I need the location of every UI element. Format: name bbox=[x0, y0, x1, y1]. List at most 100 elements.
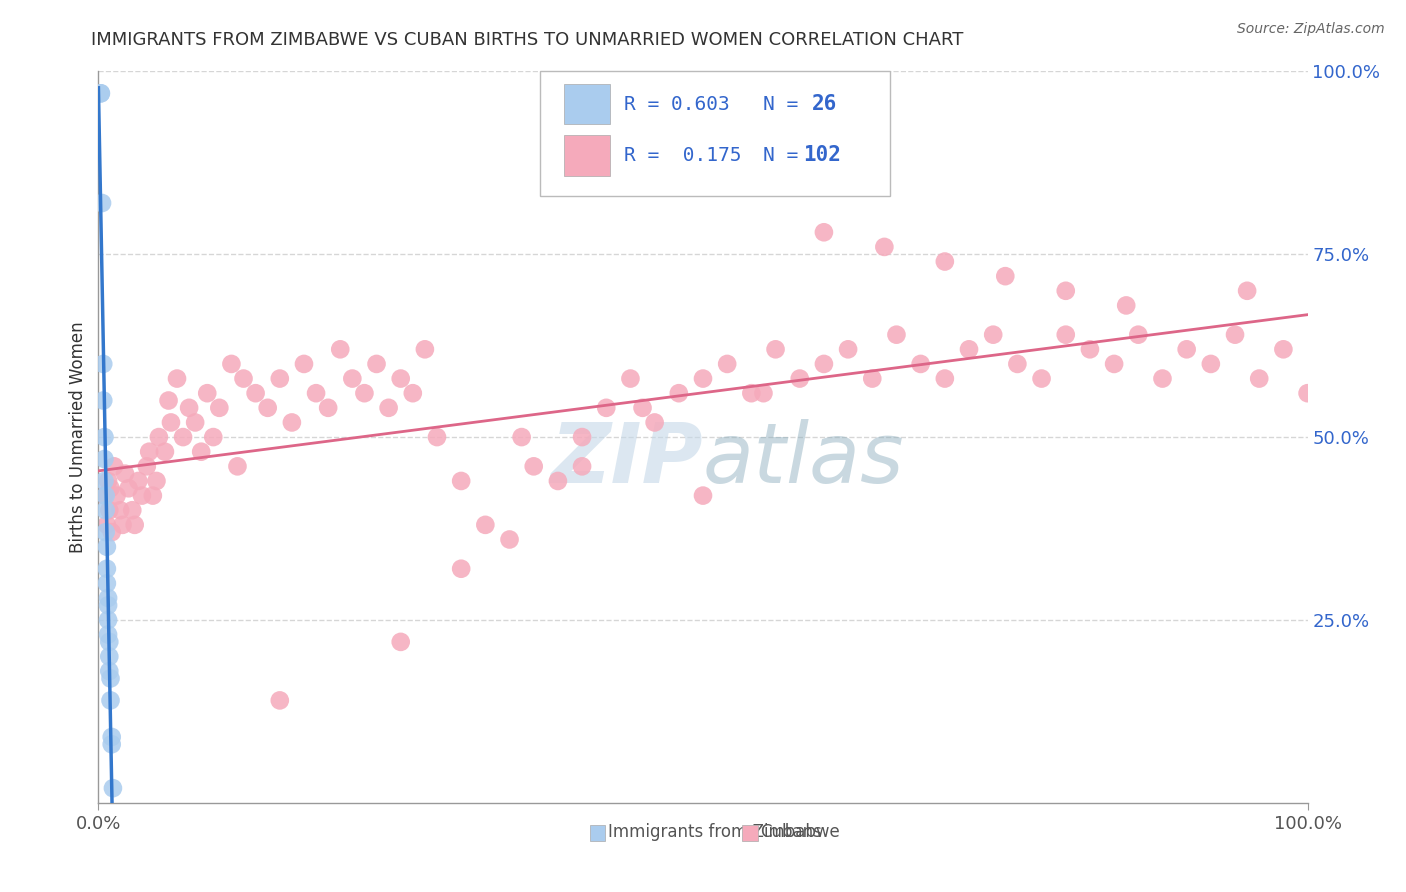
Text: N =: N = bbox=[763, 146, 799, 165]
Point bbox=[100, 730, 122, 744]
Point bbox=[208, 401, 231, 415]
Point bbox=[131, 489, 153, 503]
Text: R = 0.603: R = 0.603 bbox=[624, 95, 730, 114]
Point bbox=[90, 87, 112, 101]
Text: 102: 102 bbox=[803, 145, 841, 166]
Point bbox=[789, 371, 811, 385]
Point bbox=[142, 489, 165, 503]
Point bbox=[1236, 284, 1258, 298]
Point bbox=[873, 240, 896, 254]
Point bbox=[910, 357, 932, 371]
Point bbox=[934, 371, 956, 385]
Point bbox=[91, 196, 114, 211]
Point bbox=[127, 474, 149, 488]
Point bbox=[121, 503, 143, 517]
Point bbox=[1272, 343, 1295, 357]
Point bbox=[97, 627, 120, 641]
Point bbox=[100, 693, 122, 707]
Point bbox=[619, 371, 641, 385]
Point bbox=[245, 386, 267, 401]
Point bbox=[981, 327, 1004, 342]
Point bbox=[118, 481, 141, 495]
Point bbox=[1152, 371, 1174, 385]
Point bbox=[644, 416, 666, 430]
Point bbox=[111, 517, 134, 532]
Point bbox=[256, 401, 278, 415]
Text: 26: 26 bbox=[811, 95, 837, 114]
Point bbox=[148, 430, 170, 444]
Point bbox=[765, 343, 787, 357]
Text: atlas: atlas bbox=[703, 418, 904, 500]
Text: R =  0.175: R = 0.175 bbox=[624, 146, 742, 165]
Point bbox=[426, 430, 449, 444]
Point bbox=[860, 371, 883, 385]
Point bbox=[281, 416, 304, 430]
Point bbox=[202, 430, 225, 444]
Point bbox=[1115, 298, 1137, 312]
Point bbox=[886, 327, 908, 342]
Point bbox=[94, 489, 117, 503]
Point bbox=[402, 386, 425, 401]
Point bbox=[98, 664, 121, 678]
Point bbox=[172, 430, 194, 444]
Point bbox=[668, 386, 690, 401]
Point bbox=[91, 357, 114, 371]
Point bbox=[269, 371, 291, 385]
Point bbox=[292, 357, 315, 371]
Point bbox=[145, 474, 167, 488]
Point bbox=[329, 343, 352, 357]
Point bbox=[1054, 284, 1077, 298]
Point bbox=[91, 393, 114, 408]
Point bbox=[269, 693, 291, 707]
Point bbox=[124, 517, 146, 532]
Point bbox=[1223, 327, 1246, 342]
Point bbox=[108, 503, 131, 517]
Point bbox=[957, 343, 980, 357]
Y-axis label: Births to Unmarried Women: Births to Unmarried Women bbox=[69, 321, 87, 553]
Point bbox=[98, 635, 121, 649]
Point bbox=[135, 459, 157, 474]
Point bbox=[100, 672, 122, 686]
Point bbox=[366, 357, 388, 371]
Point bbox=[97, 474, 120, 488]
Point bbox=[184, 416, 207, 430]
Point bbox=[1128, 327, 1150, 342]
Point bbox=[96, 576, 118, 591]
Point bbox=[389, 635, 412, 649]
Point bbox=[160, 416, 183, 430]
Point bbox=[101, 781, 124, 796]
Point bbox=[100, 481, 122, 495]
Point bbox=[377, 401, 399, 415]
Point bbox=[103, 459, 125, 474]
Point bbox=[305, 386, 328, 401]
Point bbox=[105, 489, 128, 503]
Point bbox=[96, 540, 118, 554]
Point bbox=[1102, 357, 1125, 371]
Bar bbox=[564, 84, 610, 124]
Point bbox=[157, 393, 180, 408]
Point bbox=[1296, 386, 1319, 401]
Point bbox=[740, 386, 762, 401]
Point bbox=[114, 467, 136, 481]
Point bbox=[450, 474, 472, 488]
Point bbox=[752, 386, 775, 401]
Point bbox=[1031, 371, 1053, 385]
Point bbox=[190, 444, 212, 458]
Point bbox=[195, 386, 218, 401]
Point bbox=[1249, 371, 1271, 385]
Point bbox=[389, 371, 412, 385]
Point bbox=[153, 444, 176, 458]
Point bbox=[93, 474, 115, 488]
Point bbox=[813, 225, 835, 239]
Point bbox=[353, 386, 375, 401]
Point bbox=[813, 357, 835, 371]
Text: Source: ZipAtlas.com: Source: ZipAtlas.com bbox=[1237, 22, 1385, 37]
Point bbox=[93, 452, 115, 467]
Point bbox=[1007, 357, 1029, 371]
Text: N =: N = bbox=[763, 95, 799, 114]
Point bbox=[498, 533, 520, 547]
Text: Immigrants from Zimbabwe: Immigrants from Zimbabwe bbox=[607, 823, 839, 841]
Text: IMMIGRANTS FROM ZIMBABWE VS CUBAN BIRTHS TO UNMARRIED WOMEN CORRELATION CHART: IMMIGRANTS FROM ZIMBABWE VS CUBAN BIRTHS… bbox=[91, 31, 963, 49]
Point bbox=[692, 489, 714, 503]
Point bbox=[226, 459, 249, 474]
